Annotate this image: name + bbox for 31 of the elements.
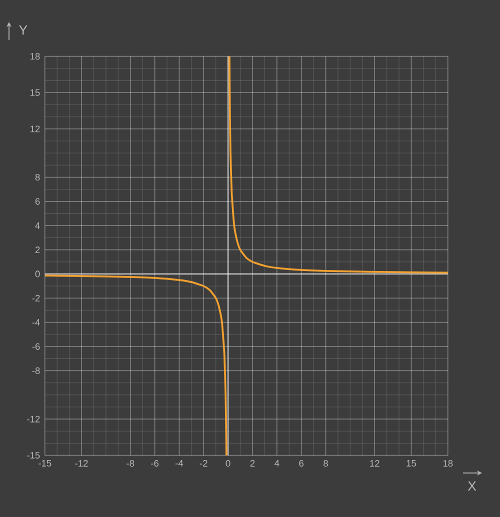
y-tick-label: -8 <box>32 367 40 374</box>
x-tick-label: 15 <box>406 460 416 467</box>
x-tick-label: 4 <box>274 460 280 466</box>
x-tick-label: 0 <box>226 460 230 467</box>
y-tick-label: -2 <box>32 294 40 302</box>
y-tick-label: 18 <box>30 53 40 60</box>
x-tick-label: 18 <box>443 460 453 467</box>
y-tick-label: -12 <box>27 416 40 422</box>
y-axis-title: Y <box>19 25 28 35</box>
y-tick-label: 0 <box>35 270 40 278</box>
y-tick-label: 15 <box>30 89 40 96</box>
line-series <box>44 274 228 456</box>
x-tick-label: 2 <box>250 460 255 467</box>
y-tick-label: 8 <box>35 174 40 181</box>
y-tick-label: 4 <box>35 222 40 229</box>
y-tick-label: -4 <box>32 319 40 326</box>
x-tick-label: -2 <box>200 460 208 467</box>
x-axis-title: X <box>468 481 476 491</box>
x-tick-label: 6 <box>299 460 304 467</box>
x-tick-label: -4 <box>175 460 184 466</box>
y-tick-label: 6 <box>35 198 40 205</box>
y-tick-label: 12 <box>30 126 40 132</box>
y-tick-label: 2 <box>35 246 40 254</box>
y-tick-label: -15 <box>27 452 40 459</box>
x-tick-label: -12 <box>75 460 88 467</box>
x-tick-label: -6 <box>151 460 159 467</box>
x-tick-label: 8 <box>324 460 328 467</box>
y-tick-label: -6 <box>32 343 40 350</box>
x-tick-label: 12 <box>370 460 380 467</box>
x-tick-label: -8 <box>126 460 134 467</box>
line-series <box>228 55 449 274</box>
